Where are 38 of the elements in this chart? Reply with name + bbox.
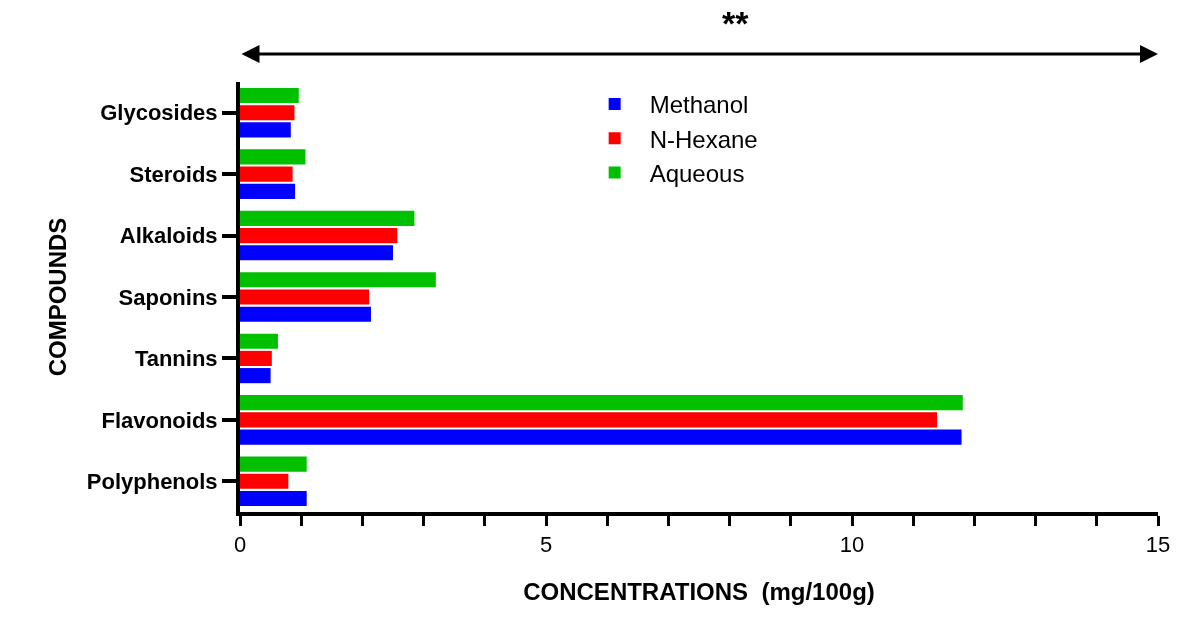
bar bbox=[240, 87, 299, 104]
y-tick-label: Steroids bbox=[129, 161, 218, 187]
y-tick-label: Saponins bbox=[118, 284, 218, 310]
bar bbox=[240, 456, 307, 472]
bar bbox=[240, 333, 278, 349]
bar bbox=[240, 306, 371, 322]
x-tick-label: 15 bbox=[1145, 532, 1171, 558]
bar bbox=[240, 272, 436, 288]
y-tick-label: Polyphenols bbox=[86, 468, 218, 494]
bar bbox=[240, 210, 415, 226]
bar bbox=[240, 412, 938, 428]
text: ** bbox=[722, 4, 750, 42]
y-tick-label: Tannins bbox=[134, 346, 218, 372]
bar bbox=[240, 166, 293, 182]
bar bbox=[240, 122, 291, 138]
legend-label: Aqueous bbox=[649, 159, 745, 187]
bar bbox=[240, 149, 306, 165]
bar bbox=[240, 490, 307, 507]
y-tick-label: Glycosides bbox=[100, 100, 218, 126]
legend-label: Methanol bbox=[649, 91, 749, 119]
y-tick-label: Alkaloids bbox=[119, 223, 218, 249]
bar bbox=[240, 289, 370, 305]
bar bbox=[240, 350, 272, 366]
x-axis-title: CONCENTRATIONS (mg/100g) bbox=[523, 578, 875, 606]
y-axis-title: COMPOUNDS bbox=[44, 217, 72, 377]
bar bbox=[240, 245, 393, 261]
x-tick-label: 5 bbox=[539, 532, 553, 558]
bar bbox=[240, 368, 271, 384]
bar bbox=[240, 395, 963, 411]
x-tick-label: 0 bbox=[233, 532, 247, 558]
y-tick-label: Flavonoids bbox=[101, 407, 218, 433]
legend-label: N-Hexane bbox=[649, 125, 758, 153]
x-tick-label: 10 bbox=[839, 532, 865, 558]
bar bbox=[240, 429, 962, 445]
bar bbox=[240, 228, 398, 244]
bar bbox=[240, 105, 295, 121]
bar bbox=[240, 183, 296, 199]
bar bbox=[240, 473, 289, 489]
